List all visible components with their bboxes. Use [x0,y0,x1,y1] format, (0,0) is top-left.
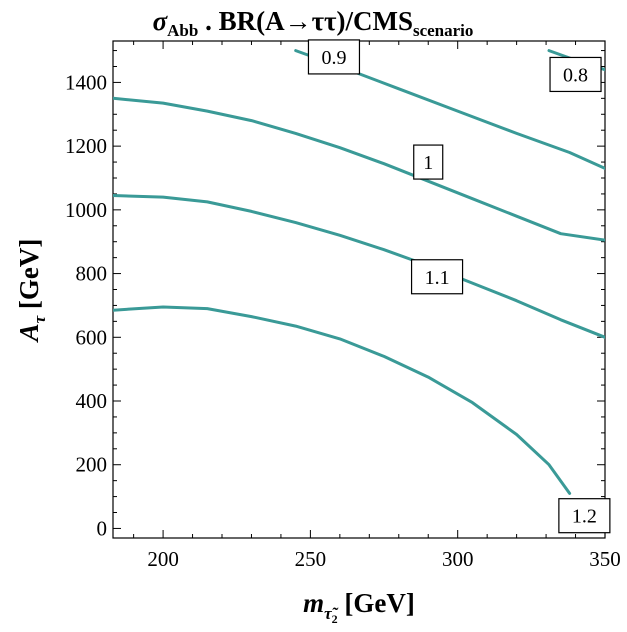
y-tick-label: 400 [76,389,108,413]
title-end-sub: scenario [413,21,473,40]
contour-label-text: 1.1 [425,267,450,289]
contour-line-1.1 [113,194,605,339]
y-tick-label: 1400 [65,70,107,94]
x-title-subsub: 2 [332,612,338,626]
contour-label-text: 0.8 [563,64,588,86]
x-tick-label: 300 [442,547,474,571]
contour-label-box [413,144,444,180]
contour-label-text: 0.9 [321,47,346,69]
x-tick-label: 200 [147,547,179,571]
y-title-unit: [GeV] [14,239,44,316]
x-title-unit: [GeV] [338,588,415,618]
contour-label-text: 1 [423,152,433,174]
y-tick-label: 800 [76,262,108,286]
y-title-base: A [14,323,44,343]
title-sigma-sub: Abb [167,21,198,40]
contour-labels: 0.9 0.8 1 1.1 1.2 [307,39,611,534]
contour-line-1 [113,96,605,242]
x-tick-label: 250 [295,547,327,571]
contour-label-box [558,498,611,534]
plot-frame [112,40,606,539]
tick-labels: 200 250 300 350 0 200 400 600 800 1000 1200 1400 [65,70,621,571]
y-title-sub: τ [30,315,49,323]
x-tick-label: 350 [589,547,621,571]
y-tick-label: 200 [76,453,108,477]
chart-title: σAbb . BR(A→ττ)/CMSscenario [153,6,474,40]
plot-area [113,49,605,495]
contour-label-box [549,56,602,93]
contour-label-text: 1.2 [572,506,597,528]
axis-ticks [113,41,606,538]
contour-line-1.2 [113,305,572,495]
title-mid: . BR(A→ττ)/CMS [198,6,413,36]
y-tick-label: 1000 [65,198,107,222]
y-tick-label: 0 [97,516,108,540]
contour-label-box [410,259,464,295]
title-sigma: σ [153,6,169,36]
y-axis-title: Aτ [GeV] [14,239,49,344]
y-tick-label: 600 [76,325,108,349]
y-tick-label: 1200 [65,134,107,158]
x-title-base: m [303,588,324,618]
x-axis-title: mτ̃2 [GeV] [303,588,415,626]
contour-label-box [307,39,361,75]
